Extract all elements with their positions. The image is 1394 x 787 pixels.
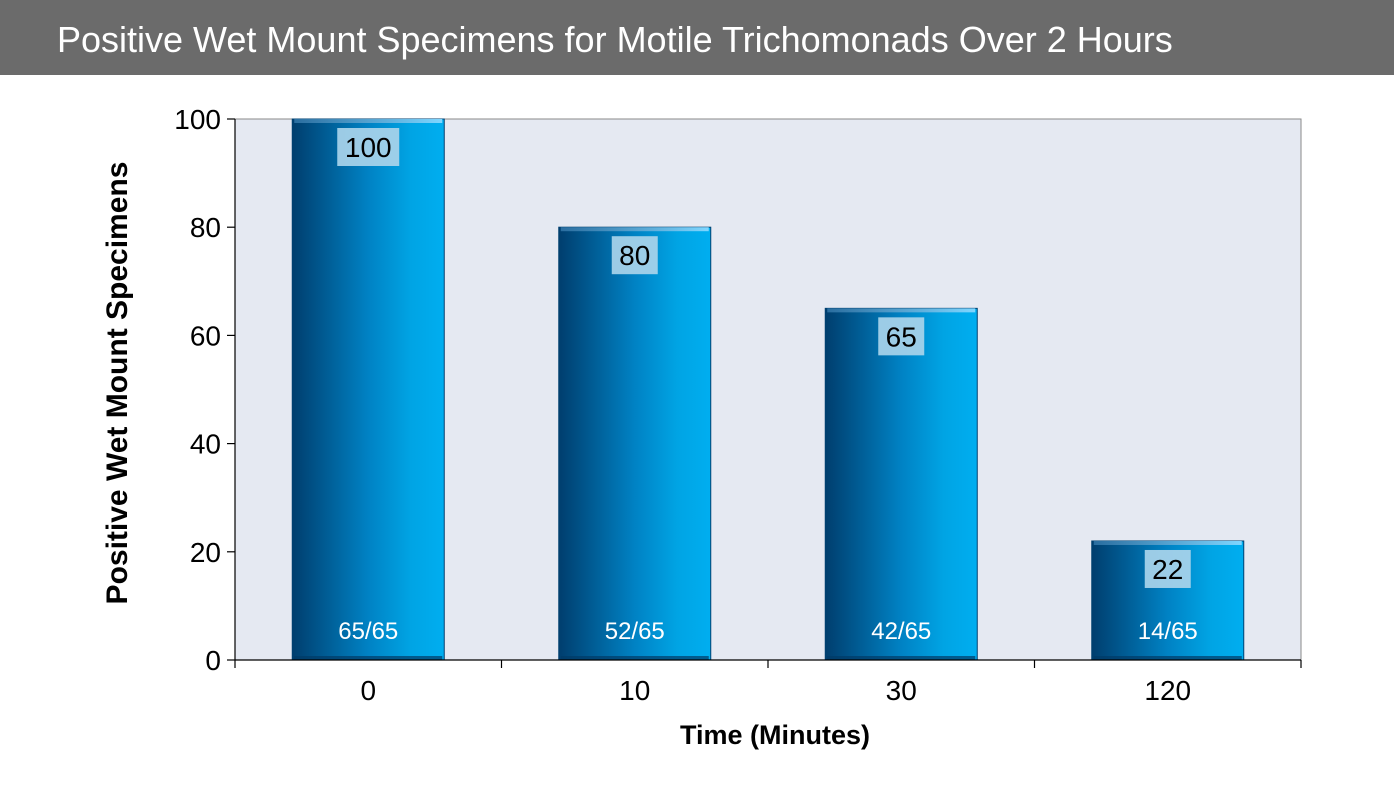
value-label: 65 (886, 321, 917, 352)
chart-title: Positive Wet Mount Specimens for Motile … (57, 19, 1173, 60)
bar-bottom-bevel (560, 656, 709, 660)
bar-bottom-bevel (827, 656, 976, 660)
bar (824, 307, 978, 661)
bar (558, 226, 712, 661)
fraction-label: 14/65 (1138, 618, 1198, 645)
fraction-label: 65/65 (338, 618, 398, 645)
bar-group: 80 52/65 (558, 226, 712, 661)
title-bar: Positive Wet Mount Specimens for Motile … (0, 0, 1394, 75)
bar-bottom-bevel (1093, 656, 1242, 660)
x-axis-title: Time (Minutes) (680, 720, 870, 750)
bar-group: 100 65/65 (291, 118, 445, 661)
fraction-label: 52/65 (605, 618, 665, 645)
y-tick-label: 20 (190, 537, 221, 568)
bar (291, 118, 445, 661)
bar-group: 65 42/65 (824, 307, 978, 661)
value-label: 22 (1152, 554, 1183, 585)
bar-top-bevel (827, 308, 976, 313)
value-label: 100 (345, 132, 392, 163)
y-axis-title: Positive Wet Mount Specimens (101, 162, 134, 605)
y-tick-label: 40 (190, 429, 221, 460)
value-label-box (611, 236, 658, 275)
fraction-label: 42/65 (871, 618, 931, 645)
bar-top-bevel (560, 227, 709, 232)
x-tick-label: 0 (360, 675, 376, 706)
y-tick-label: 80 (190, 212, 221, 243)
y-tick-label: 60 (190, 320, 221, 351)
bar-top-bevel (1093, 540, 1242, 545)
x-tick-label: 30 (886, 675, 917, 706)
y-tick-label: 100 (174, 104, 221, 135)
value-label: 80 (619, 240, 650, 271)
x-tick-label: 10 (619, 675, 650, 706)
bar-group: 22 14/65 (1091, 540, 1245, 661)
x-tick-label: 120 (1144, 675, 1191, 706)
value-label-box (337, 128, 400, 166)
value-label-box (878, 317, 925, 356)
value-label-box (1144, 549, 1191, 588)
y-tick-label: 0 (205, 645, 221, 676)
bar-bottom-bevel (294, 656, 443, 660)
bar-top-bevel (294, 119, 443, 123)
